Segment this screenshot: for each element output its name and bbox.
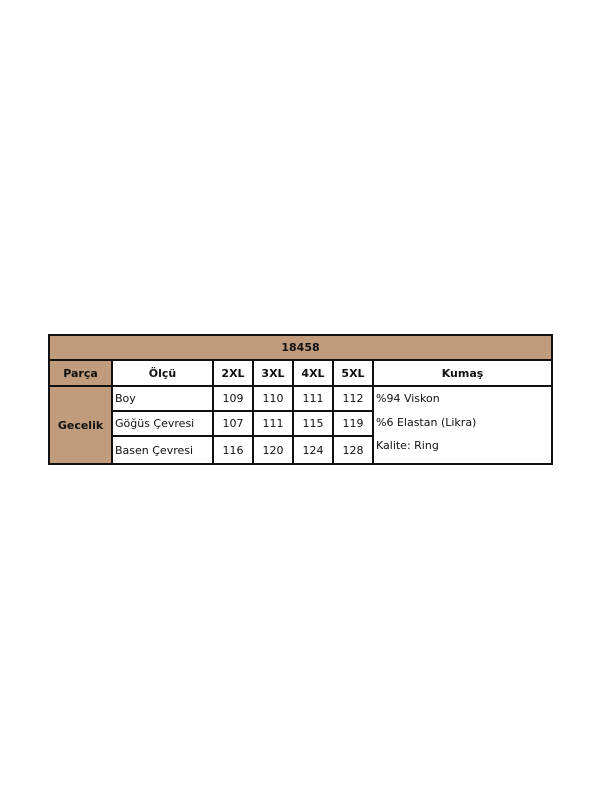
row-label: Göğüs Çevresi — [111, 410, 214, 437]
cell-value: 111 — [252, 410, 294, 437]
fabric-line: %94 Viskon — [376, 392, 440, 405]
fabric-line: %6 Elastan (Likra) — [376, 415, 477, 429]
cell-value: 120 — [252, 435, 294, 465]
header-row: Parça Ölçü 2XL 3XL 4XL 5XL Kumaş — [48, 359, 554, 387]
header-size-3xl: 3XL — [252, 359, 294, 387]
part-name: Gecelik — [48, 385, 113, 465]
cell-value: 128 — [332, 435, 374, 465]
header-size-5xl: 5XL — [332, 359, 374, 387]
title-row: 18458 — [47, 334, 554, 361]
cell-value: 107 — [212, 410, 254, 437]
cell-value: 110 — [252, 385, 294, 412]
header-measure: Ölçü — [111, 359, 214, 387]
cell-value: 124 — [292, 435, 334, 465]
header-size-2xl: 2XL — [212, 359, 254, 387]
table-row: Göğüs Çevresi 107 111 115 119 — [49, 410, 552, 437]
header-fabric: Kumaş — [371, 359, 554, 387]
row-label: Basen Çevresi — [111, 435, 214, 465]
product-code: 18458 — [47, 334, 554, 361]
cell-value: 115 — [292, 410, 334, 437]
cell-value: 111 — [292, 385, 334, 412]
header-part: Parça — [48, 359, 113, 387]
header-size-4xl: 4XL — [292, 359, 334, 387]
cell-value: 109 — [212, 385, 254, 412]
table-row: Basen Çevresi 116 120 124 128 — [49, 435, 552, 465]
fabric-line: Kalite: Ring — [376, 439, 439, 452]
cell-value: 112 — [332, 385, 374, 412]
cell-value: 116 — [212, 435, 254, 465]
cell-value: 119 — [332, 410, 374, 437]
fabric-info: %94 Viskon %6 Elastan (Likra) Kalite: Ri… — [371, 385, 554, 465]
row-label: Boy — [111, 385, 214, 412]
size-chart-table: 18458 Parça Ölçü 2XL 3XL 4XL 5XL Kumaş G… — [47, 334, 554, 465]
table-row: Gecelik Boy 109 110 111 112 %94 Viskon %… — [48, 385, 554, 465]
